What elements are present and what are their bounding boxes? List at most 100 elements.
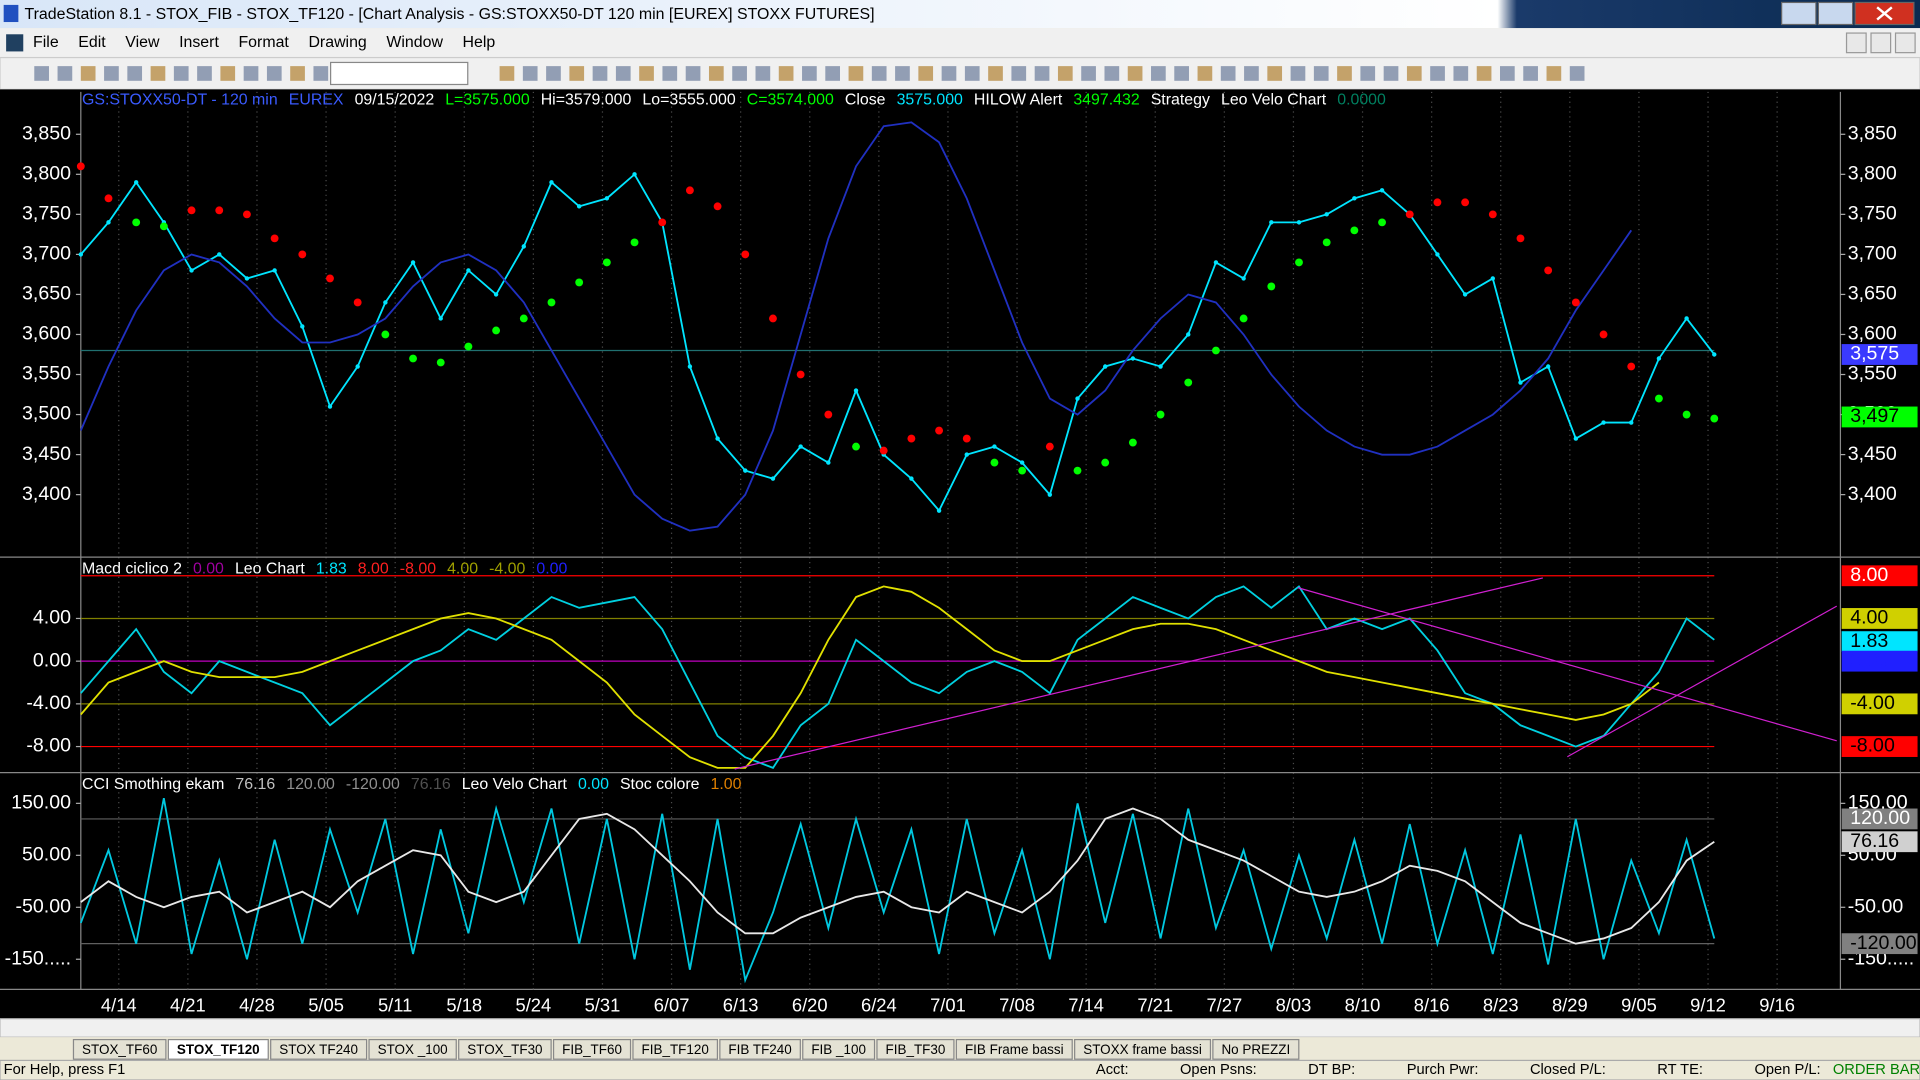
scrollbar[interactable] <box>0 1018 1920 1038</box>
toolbar-icon[interactable] <box>1057 66 1073 81</box>
toolbar-icon[interactable] <box>569 66 585 81</box>
minimize-button[interactable] <box>1781 1 1817 26</box>
toolbar-icon[interactable] <box>499 66 515 81</box>
tab[interactable]: FIB TF240 <box>719 1038 801 1060</box>
tab[interactable]: FIB_TF60 <box>552 1038 632 1060</box>
toolbar-icon[interactable] <box>988 66 1003 81</box>
tab-label[interactable]: FIB_TF60 <box>562 1042 622 1057</box>
toolbar-icon[interactable] <box>1081 66 1096 81</box>
tab-label[interactable]: STOX_TF120 <box>177 1042 260 1057</box>
toolbar-icon[interactable] <box>1453 66 1469 81</box>
menu-item[interactable]: File <box>33 34 59 51</box>
toolbar-icon[interactable] <box>34 66 49 81</box>
tab-label[interactable]: No PREZZI <box>1221 1042 1290 1057</box>
tab[interactable]: No PREZZI <box>1212 1038 1300 1060</box>
toolbar-icon[interactable] <box>1337 66 1352 81</box>
toolbar-icon[interactable] <box>522 66 538 81</box>
toolbar-icon[interactable] <box>964 66 980 81</box>
menu-item[interactable]: View <box>125 34 160 51</box>
toolbar-icon[interactable] <box>825 66 840 81</box>
toolbar-icon[interactable] <box>1034 66 1050 81</box>
toolbar-icon[interactable] <box>173 66 189 81</box>
toolbar-icon[interactable] <box>1220 66 1236 81</box>
tab-label[interactable]: FIB_TF120 <box>642 1042 709 1057</box>
tab[interactable]: STOX_TF60 <box>72 1038 167 1060</box>
tab-label[interactable]: STOXX frame bassi <box>1083 1042 1202 1057</box>
toolbar-icon[interactable] <box>1313 66 1329 81</box>
toolbar-icon[interactable] <box>80 66 96 81</box>
toolbar-icon[interactable] <box>941 66 957 81</box>
toolbar-icon[interactable] <box>871 66 887 81</box>
toolbar-icon[interactable] <box>1523 66 1538 81</box>
menu-item[interactable]: Drawing <box>308 34 366 51</box>
toolbar-icon[interactable] <box>848 66 864 81</box>
tab-label[interactable]: FIB Frame bassi <box>965 1042 1064 1057</box>
toolbar-icon[interactable] <box>1430 66 1445 81</box>
tab[interactable]: STOXX frame bassi <box>1074 1038 1212 1060</box>
toolbar-icon[interactable] <box>1569 66 1585 81</box>
toolbar-icon[interactable] <box>895 66 910 81</box>
toolbar-icon[interactable] <box>918 66 934 81</box>
toolbar-icon[interactable] <box>1290 66 1306 81</box>
symbol-combo[interactable] <box>330 61 469 86</box>
tab[interactable]: STOX_TF120 <box>167 1038 269 1060</box>
toolbar-icon[interactable] <box>778 66 794 81</box>
toolbar-icon[interactable] <box>127 66 143 81</box>
toolbar-icon[interactable] <box>197 66 212 81</box>
tab-label[interactable]: STOX_TF30 <box>467 1042 542 1057</box>
toolbar-icon[interactable] <box>802 66 817 81</box>
menu-item[interactable]: Format <box>238 34 289 51</box>
toolbar-icon[interactable] <box>1500 66 1515 81</box>
tab-label[interactable]: FIB_TF30 <box>886 1042 946 1057</box>
toolbar-icon[interactable] <box>1104 66 1120 81</box>
toolbar-icon[interactable] <box>662 66 678 81</box>
menu-item[interactable]: Help <box>463 34 496 51</box>
toolbar-icon[interactable] <box>1546 66 1562 81</box>
tab[interactable]: STOX_TF30 <box>458 1038 552 1060</box>
child-close[interactable] <box>1894 32 1916 54</box>
child-minimize[interactable] <box>1845 32 1867 54</box>
toolbar-icon[interactable] <box>1151 66 1166 81</box>
toolbar-icon[interactable] <box>546 66 561 81</box>
tab[interactable]: FIB Frame bassi <box>955 1038 1073 1060</box>
menu-item[interactable]: Edit <box>78 34 106 51</box>
toolbar-icon[interactable] <box>313 66 329 81</box>
toolbar-icon[interactable] <box>243 66 259 81</box>
toolbar-icon[interactable] <box>592 66 608 81</box>
toolbar-icon[interactable] <box>1267 66 1283 81</box>
toolbar-icon[interactable] <box>615 66 631 81</box>
toolbar-icon[interactable] <box>1197 66 1213 81</box>
tab-label[interactable]: STOX_TF60 <box>82 1042 157 1057</box>
maximize-button[interactable] <box>1817 1 1854 26</box>
toolbar-icon[interactable] <box>150 66 166 81</box>
toolbar-icon[interactable] <box>755 66 771 81</box>
toolbar-icon[interactable] <box>1476 66 1492 81</box>
toolbar-icon[interactable] <box>266 66 282 81</box>
tab[interactable]: FIB_TF30 <box>876 1038 955 1060</box>
tab[interactable]: FIB _100 <box>802 1038 876 1060</box>
toolbar-icon[interactable] <box>57 66 73 81</box>
tab-label[interactable]: FIB _100 <box>811 1042 866 1057</box>
toolbar-icon[interactable] <box>1127 66 1143 81</box>
toolbar-icon[interactable] <box>1406 66 1422 81</box>
tab-label[interactable]: STOX TF240 <box>279 1042 358 1057</box>
toolbar-icon[interactable] <box>639 66 654 81</box>
menu-item[interactable]: Insert <box>179 34 219 51</box>
toolbar-icon[interactable] <box>1244 66 1259 81</box>
toolbar-icon[interactable] <box>708 66 724 81</box>
toolbar-icon[interactable] <box>685 66 701 81</box>
child-restore[interactable] <box>1870 32 1892 54</box>
toolbar-icon[interactable] <box>1174 66 1189 81</box>
tab-label[interactable]: FIB TF240 <box>728 1042 791 1057</box>
menu-item[interactable]: Window <box>386 34 443 51</box>
toolbar-icon[interactable] <box>732 66 747 81</box>
toolbar-icon[interactable] <box>1011 66 1027 81</box>
toolbar-icon[interactable] <box>220 66 236 81</box>
toolbar-icon[interactable] <box>1383 66 1399 81</box>
toolbar-icon[interactable] <box>104 66 119 81</box>
tab[interactable]: FIB_TF120 <box>632 1038 719 1060</box>
tab[interactable]: STOX _100 <box>368 1038 457 1060</box>
toolbar-icon[interactable] <box>1360 66 1376 81</box>
tab-label[interactable]: STOX _100 <box>378 1042 448 1057</box>
tab[interactable]: STOX TF240 <box>270 1038 368 1060</box>
